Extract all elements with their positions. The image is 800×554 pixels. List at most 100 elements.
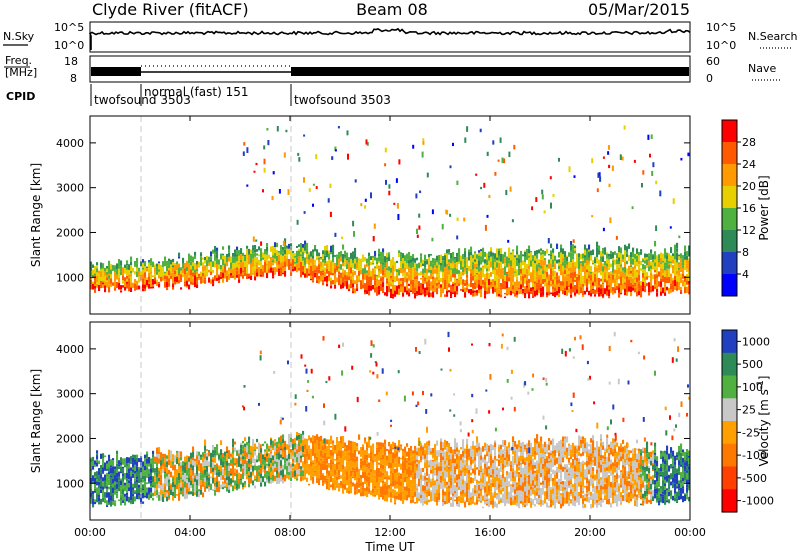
velocity-scatter-cell xyxy=(322,461,325,464)
velocity-scatter-cell xyxy=(410,499,413,504)
velocity-scatter-cell xyxy=(120,499,123,502)
velocity-scatter-cell xyxy=(104,467,107,471)
velocity-scatter-cell xyxy=(344,468,347,475)
velocity-scatter-cell xyxy=(458,468,461,474)
power-scatter-cell xyxy=(386,278,389,281)
velocity-scatter-cell xyxy=(120,480,123,485)
power-scatter-cell xyxy=(430,287,433,291)
velocity-scatter-cell xyxy=(194,475,197,479)
velocity-scatter-cell xyxy=(244,464,247,467)
power-scatter-cell xyxy=(618,276,621,280)
power-scatter-cell xyxy=(272,245,275,252)
power-scatter-cell xyxy=(320,266,323,271)
velocity-scatter-cell xyxy=(454,499,457,502)
velocity-scatter-cell xyxy=(94,483,97,489)
power-scatter-cell xyxy=(250,258,253,264)
velocity-scatter-cell xyxy=(310,469,313,475)
velocity-scatter-cell xyxy=(160,494,163,501)
velocity-scatter-cell xyxy=(252,452,255,458)
power-scatter-cell xyxy=(204,275,207,278)
power-scatter-cell xyxy=(508,252,511,258)
velocity-scatter-cell xyxy=(354,470,357,475)
velocity-scatter-cell xyxy=(296,443,299,450)
velocity-scatter-cell xyxy=(106,488,109,493)
velocity-scatter-cell xyxy=(396,445,399,452)
velocity-scatter-cell xyxy=(352,452,355,455)
power-scatter-cell xyxy=(296,257,299,264)
velocity-scatter-cell xyxy=(204,439,207,446)
velocity-scatter-cell xyxy=(148,463,151,467)
velocity-scatter-cell xyxy=(206,475,209,479)
velocity-scatter-cell xyxy=(166,476,169,482)
velocity-scatter-cell xyxy=(126,492,129,496)
power-scatter-cell xyxy=(284,254,287,256)
velocity-scatter-cell xyxy=(402,461,405,468)
power-scatter-cell xyxy=(330,280,333,285)
power-scatter-cell xyxy=(306,253,309,257)
power-scatter-cell xyxy=(352,260,355,264)
power-scatter-cell xyxy=(656,272,659,275)
power-colorbar-swatches xyxy=(722,120,737,297)
power-scatter-cell xyxy=(530,272,533,274)
power-scatter-cell xyxy=(578,289,581,295)
power-scatter-cell xyxy=(360,280,363,284)
velocity-scatter-cell xyxy=(388,488,391,491)
velocity-scatter-cell xyxy=(172,487,175,492)
velocity-scatter-cell xyxy=(174,484,177,488)
velocity-scatter-cell xyxy=(194,487,197,493)
velocity-scatter-cell xyxy=(96,462,99,467)
power-scatter-cell xyxy=(564,251,567,258)
velocity-scatter-cell xyxy=(348,445,351,451)
velocity-scatter-cell xyxy=(302,439,305,446)
power-scatter-cell xyxy=(512,265,515,268)
power-scatter-cell xyxy=(606,274,609,281)
velocity-scatter-cell xyxy=(124,498,127,502)
power-scatter-cell xyxy=(120,260,123,266)
velocity-scatter-cell xyxy=(202,483,205,487)
velocity-scatter-cell xyxy=(432,480,435,486)
power-scatter-cell xyxy=(634,258,637,263)
velocity-scatter-cell xyxy=(292,443,295,451)
velocity-scatter-cell xyxy=(206,449,209,451)
power-scatter-cell xyxy=(512,261,515,266)
power-scatter-cell xyxy=(554,287,557,290)
power-scatter-cell xyxy=(550,274,553,281)
velocity-scatter-cell xyxy=(296,465,299,469)
velocity-scatter-cell xyxy=(236,464,239,468)
power-scatter-cell xyxy=(608,281,611,286)
power-scatter-cell xyxy=(500,289,503,295)
power-scatter-cell xyxy=(434,269,437,274)
velocity-scatter-cell xyxy=(440,438,443,442)
power-scatter-cell xyxy=(596,265,599,268)
power-scatter-cell xyxy=(520,252,523,259)
power-scatter-cell xyxy=(252,245,255,248)
power-scatter-cell xyxy=(574,277,577,280)
power-scatter-cell xyxy=(618,252,621,255)
power-scatter-cell xyxy=(648,282,651,288)
velocity-scatter-cell xyxy=(304,465,307,471)
velocity-scatter-cell xyxy=(306,442,309,449)
power-scatter-cell xyxy=(324,276,327,282)
velocity-scatter-cell xyxy=(112,458,115,461)
power-scatter-cell xyxy=(252,253,255,259)
power-scatter-cell xyxy=(256,272,259,277)
velocity-scatter-cell xyxy=(180,477,183,480)
velocity-scatter-cell xyxy=(396,491,399,496)
power-scatter-cell xyxy=(474,276,477,281)
velocity-scatter-cell xyxy=(436,475,439,480)
power-scatter-cell xyxy=(590,277,593,281)
power-scatter-cell xyxy=(302,258,305,261)
velocity-scatter-cell xyxy=(160,469,163,472)
power-scatter-cell xyxy=(226,275,229,282)
power-outlier-cell xyxy=(573,175,576,178)
power-scatter-cell xyxy=(676,274,679,278)
power-scatter-cell xyxy=(548,254,551,256)
velocity-scatter-cell xyxy=(160,489,163,495)
power-scatter-cell xyxy=(570,252,573,259)
power-scatter-cell xyxy=(344,258,347,263)
power-scatter-cell xyxy=(362,273,365,280)
velocity-scatter-cell xyxy=(394,448,397,454)
power-scatter-cell xyxy=(374,274,377,278)
power-scatter-cell xyxy=(588,275,591,279)
power-scatter-cell xyxy=(522,254,525,257)
